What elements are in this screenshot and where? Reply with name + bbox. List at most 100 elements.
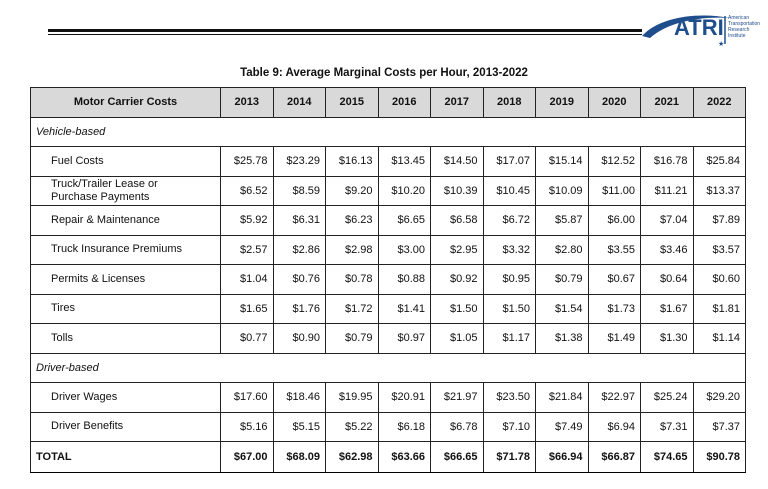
cost-cell: $6.72	[482, 205, 536, 236]
total-row: TOTAL $67.00 $68.09 $62.98 $63.66 $66.65 $71.7…	[30, 441, 746, 473]
cost-cell: $3.00	[377, 234, 431, 265]
cost-cell: $25.24	[640, 382, 694, 413]
cost-cell: $11.00	[587, 175, 641, 206]
column-header: 2016	[377, 87, 431, 118]
cost-cell: $13.45	[377, 146, 431, 177]
cost-cell: $29.20	[692, 382, 746, 413]
logo-line: Research	[728, 27, 750, 33]
cost-cell: $5.92	[220, 205, 274, 236]
cost-cell: $0.78	[325, 264, 379, 295]
cost-cell: $0.95	[482, 264, 536, 295]
header-rule	[48, 29, 642, 32]
cost-cell: $6.00	[587, 205, 641, 236]
cost-cell: $0.76	[272, 264, 326, 295]
total-cell: $90.78	[692, 441, 746, 473]
row-label: Driver Benefits	[30, 411, 221, 442]
cost-cell: $14.50	[430, 146, 484, 177]
row-label: Truck Insurance Premiums	[30, 234, 221, 265]
data-row: Repair & Maintenance $5.92 $6.31 $6.23 $6.65…	[30, 205, 746, 236]
cost-cell: $0.79	[535, 264, 589, 295]
cost-cell: $18.46	[272, 382, 326, 413]
data-row: Truck Insurance Premiums $2.57 $2.86 $2.98 $…	[30, 234, 746, 265]
cost-cell: $15.14	[535, 146, 589, 177]
cost-cell: $7.37	[692, 411, 746, 442]
cost-cell: $1.17	[482, 323, 536, 354]
cost-cell: $10.20	[377, 175, 431, 206]
cost-cell: $1.76	[272, 293, 326, 324]
total-cell: $71.78	[482, 441, 536, 473]
cost-cell: $6.94	[587, 411, 641, 442]
cost-cell: $1.72	[325, 293, 379, 324]
data-row: Permits & Licenses $1.04 $0.76 $0.78 $0.88 $0…	[30, 264, 746, 295]
cost-cell: $1.30	[640, 323, 694, 354]
cost-cell: $6.23	[325, 205, 379, 236]
row-label: Fuel Costs	[30, 146, 221, 177]
cost-cell: $12.52	[587, 146, 641, 177]
cost-cell: $22.97	[587, 382, 641, 413]
logo-swoosh	[642, 15, 730, 38]
column-header: 2019	[535, 87, 589, 118]
cost-cell: $6.31	[272, 205, 326, 236]
cost-cell: $17.07	[482, 146, 536, 177]
cost-cell: $0.79	[325, 323, 379, 354]
logo-text: ATRI	[674, 15, 724, 40]
cost-cell: $13.37	[692, 175, 746, 206]
cost-cell: $7.04	[640, 205, 694, 236]
column-header: 2014	[272, 87, 326, 118]
row-label: Driver Wages	[30, 382, 221, 413]
cost-cell: $2.86	[272, 234, 326, 265]
cost-cell: $25.78	[220, 146, 274, 177]
cost-table: Motor Carrier Costs 2013 2014 2015 2016 2017 2…	[30, 87, 746, 473]
cost-cell: $5.22	[325, 411, 379, 442]
data-row: Fuel Costs $25.78 $23.29 $16.13 $13.45 $14.50…	[30, 146, 746, 177]
cost-cell: $10.09	[535, 175, 589, 206]
cost-cell: $6.58	[430, 205, 484, 236]
total-cell: $66.94	[535, 441, 589, 473]
total-cell: $68.09	[272, 441, 326, 473]
column-header: 2017	[430, 87, 484, 118]
logo-line: American	[728, 15, 749, 21]
table-title: Table 9: Average Marginal Costs per Hour…	[240, 67, 528, 79]
logo: ATRI American Transportation Research In…	[642, 15, 760, 48]
row-label: Tires	[30, 293, 221, 324]
data-row: Truck/Trailer Lease or Purchase Payments…	[30, 175, 746, 206]
column-header: 2018	[482, 87, 536, 118]
header-row: Motor Carrier Costs 2013 2014 2015 2016 2017 2…	[30, 87, 746, 118]
cost-cell: $1.14	[692, 323, 746, 354]
cost-cell: $2.57	[220, 234, 274, 265]
cost-cell: $7.10	[482, 411, 536, 442]
total-cell: $66.87	[587, 441, 641, 473]
cost-cell: $1.04	[220, 264, 274, 295]
data-row: Driver Wages $17.60 $18.46 $19.95 $20.91 $21.…	[30, 382, 746, 413]
cost-cell: $0.88	[377, 264, 431, 295]
total-cell: $67.00	[220, 441, 274, 473]
cost-cell: $1.73	[587, 293, 641, 324]
cost-cell: $3.46	[640, 234, 694, 265]
logo-star: ★	[718, 40, 724, 48]
cost-cell: $2.98	[325, 234, 379, 265]
cost-cell: $3.32	[482, 234, 536, 265]
cost-cell: $3.57	[692, 234, 746, 265]
header-rule	[48, 34, 642, 35]
cost-cell: $0.97	[377, 323, 431, 354]
cost-cell: $6.78	[430, 411, 484, 442]
cost-cell: $0.64	[640, 264, 694, 295]
cost-cell: $21.97	[430, 382, 484, 413]
cost-cell: $0.77	[220, 323, 274, 354]
column-header: 2015	[325, 87, 379, 118]
total-cell: $74.65	[640, 441, 694, 473]
cost-cell: $17.60	[220, 382, 274, 413]
cost-cell: $0.67	[587, 264, 641, 295]
data-row: Driver Benefits $5.16 $5.15 $5.22 $6.18 $6.78…	[30, 411, 746, 442]
section-row: Vehicle-based	[30, 116, 746, 147]
cost-cell: $6.65	[377, 205, 431, 236]
cost-cell: $9.20	[325, 175, 379, 206]
total-cell: $66.65	[430, 441, 484, 473]
cost-cell: $1.54	[535, 293, 589, 324]
cost-cell: $5.15	[272, 411, 326, 442]
cost-cell: $1.41	[377, 293, 431, 324]
cost-cell: $7.89	[692, 205, 746, 236]
cost-cell: $2.95	[430, 234, 484, 265]
cost-cell: $1.05	[430, 323, 484, 354]
